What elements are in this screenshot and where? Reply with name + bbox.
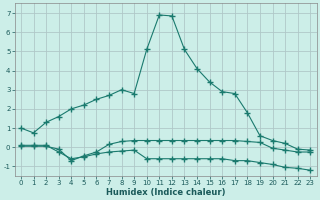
X-axis label: Humidex (Indice chaleur): Humidex (Indice chaleur) (106, 188, 225, 197)
